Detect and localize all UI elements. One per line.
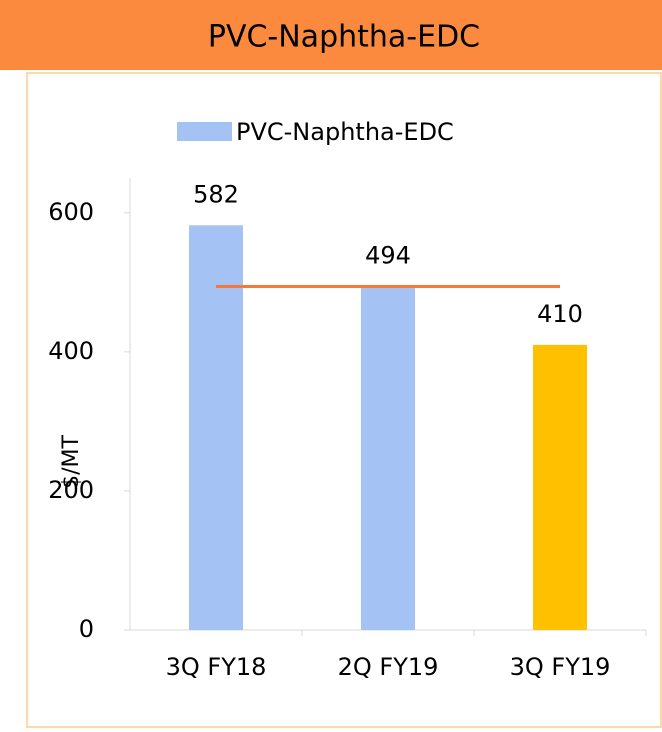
x-tick-label: 2Q FY19 — [338, 653, 439, 681]
bar — [361, 286, 415, 630]
header-band — [0, 0, 662, 70]
x-tick-label: 3Q FY19 — [510, 653, 611, 681]
chart-title: PVC-Naphtha-EDC — [208, 20, 480, 55]
y-tick-label: 600 — [48, 198, 94, 226]
data-label: 582 — [193, 180, 239, 208]
data-label: 410 — [537, 300, 583, 328]
y-tick-label: 400 — [48, 337, 94, 365]
y-tick-label: 0 — [79, 615, 94, 643]
data-label: 494 — [365, 241, 411, 269]
legend-swatch — [177, 122, 232, 141]
bar — [533, 344, 587, 630]
y-axis-label: $/MT — [59, 435, 84, 489]
legend-label: PVC-Naphtha-EDC — [236, 118, 454, 146]
bar — [189, 225, 243, 631]
x-tick-label: 3Q FY18 — [166, 653, 267, 681]
y-tick-label: 200 — [48, 476, 94, 504]
